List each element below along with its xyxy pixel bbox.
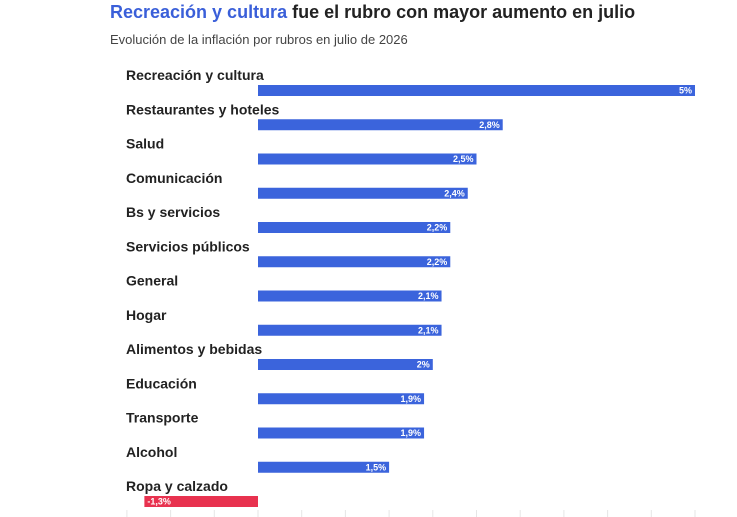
chart-title-highlight: Recreación y cultura	[110, 2, 288, 22]
bar-row: Transporte 1,9%	[126, 410, 425, 439]
value-label: 2,1%	[418, 325, 439, 335]
category-label: Servicios públicos	[126, 238, 250, 254]
bar	[258, 290, 442, 302]
bar	[258, 324, 442, 336]
value-label: 2,4%	[444, 188, 465, 198]
value-label: 2,1%	[418, 291, 439, 301]
chart-title: Recreación y cultura fue el rubro con ma…	[110, 2, 635, 23]
value-label: 1,9%	[401, 394, 422, 404]
bar-row: Ropa y calzado -1,3%	[126, 478, 258, 507]
category-label: Bs y servicios	[126, 204, 220, 220]
category-label: Educación	[126, 375, 197, 391]
bar-row: Servicios públicos 2,2%	[126, 238, 451, 268]
category-label: Comunicación	[126, 170, 222, 186]
value-label: 2%	[417, 360, 430, 370]
value-label: -1,3%	[147, 497, 171, 507]
bar	[258, 222, 451, 233]
category-label: Restaurantes y hoteles	[126, 101, 279, 117]
gridlines	[126, 510, 696, 517]
bar-row: Salud 2,5%	[126, 136, 477, 165]
category-label: General	[126, 273, 178, 289]
bar	[258, 187, 468, 199]
category-label: Recreación y cultura	[126, 67, 264, 83]
bar	[258, 119, 503, 131]
bar-row: Restaurantes y hoteles 2,8%	[126, 101, 503, 131]
bar	[144, 496, 258, 507]
bars: Recreación y cultura 5% Restaurantes y hot…	[126, 67, 695, 507]
bar-row: Bs y servicios 2,2%	[126, 204, 451, 233]
bar-row: Alcohol 1,5%	[126, 444, 390, 473]
category-label: Alcohol	[126, 444, 177, 460]
bar	[258, 393, 425, 405]
category-label: Alimentos y bebidas	[126, 341, 262, 357]
bar	[258, 153, 477, 165]
bar-row: Recreación y cultura 5%	[126, 67, 695, 96]
value-label: 2,8%	[479, 120, 500, 130]
bar-row: Hogar 2,1%	[126, 307, 442, 336]
bar	[258, 256, 451, 268]
bar	[258, 359, 433, 370]
bar-row: Educación 1,9%	[126, 375, 425, 405]
value-label: 2,5%	[453, 154, 474, 164]
bar	[258, 461, 390, 473]
bar-row: Alimentos y bebidas 2%	[126, 341, 433, 370]
bar	[258, 427, 425, 439]
value-label: 2,2%	[427, 223, 448, 233]
category-label: Transporte	[126, 410, 199, 426]
value-label: 1,5%	[366, 462, 387, 472]
value-label: 1,9%	[401, 428, 422, 438]
category-label: Hogar	[126, 307, 167, 323]
bar-row: Comunicación 2,4%	[126, 170, 468, 199]
value-label: 2,2%	[427, 257, 448, 267]
bar-row: General 2,1%	[126, 273, 442, 302]
chart-title-rest: fue el rubro con mayor aumento en julio	[287, 2, 636, 22]
chart-subtitle: Evolución de la inflación por rubros en …	[110, 32, 408, 47]
bar	[258, 85, 695, 96]
category-label: Salud	[126, 136, 164, 152]
category-label: Ropa y calzado	[126, 478, 228, 494]
value-label: 5%	[679, 86, 692, 96]
